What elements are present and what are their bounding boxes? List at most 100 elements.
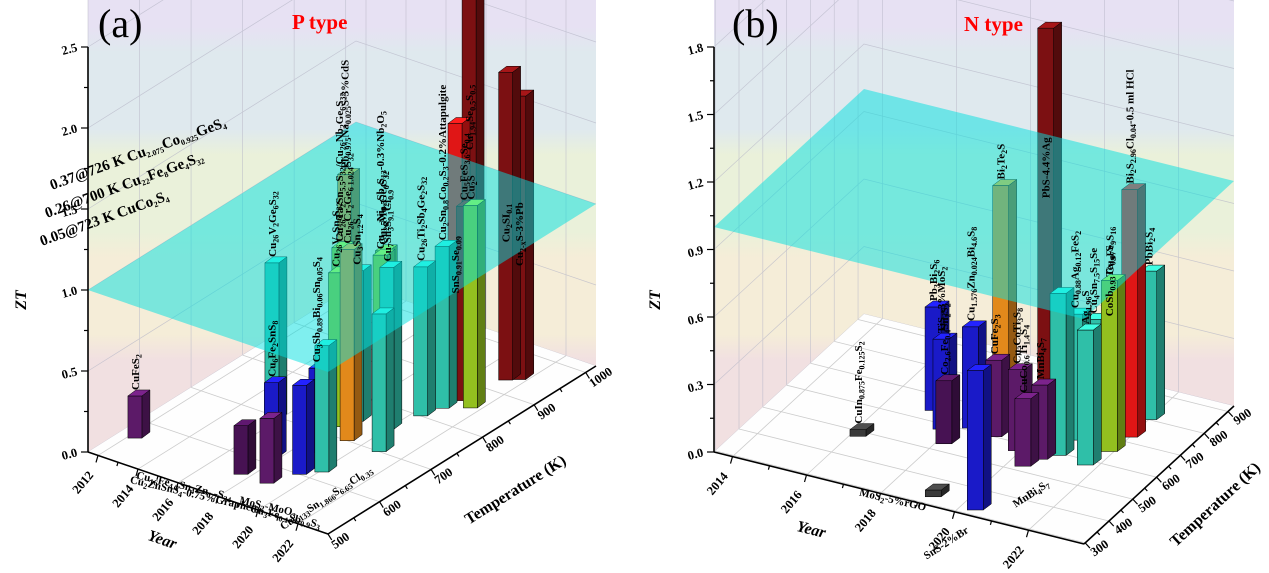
bar-label: Cu1.576Zn0.024Bi4.6S8 bbox=[965, 227, 979, 321]
svg-text:0.5: 0.5 bbox=[60, 364, 79, 382]
svg-text:2022: 2022 bbox=[270, 537, 297, 565]
bar-label: Cu6Fe2SnS8 bbox=[266, 321, 280, 377]
bar-label: Cu3Sb0.89Bi0.06Sn0.05S4 bbox=[311, 257, 325, 362]
svg-text:2012: 2012 bbox=[70, 468, 97, 496]
svg-text:1.5: 1.5 bbox=[686, 108, 705, 126]
bar-label: CoSb0.93Te0.07S bbox=[1104, 245, 1118, 316]
bar-label: Cu3Sn1.2S4 bbox=[351, 214, 365, 264]
bar-label: CuFeS2 bbox=[130, 354, 144, 390]
bar-label: Cu2CoTi3S8 bbox=[1011, 308, 1024, 364]
bar-label: Co2.6Fe0.4Sn2S2 bbox=[939, 303, 953, 374]
svg-text:600: 600 bbox=[380, 497, 403, 519]
svg-text:1.8: 1.8 bbox=[686, 40, 705, 58]
svg-text:2016: 2016 bbox=[150, 496, 177, 524]
svg-text:1.0: 1.0 bbox=[60, 283, 79, 301]
svg-text:Temperature (K): Temperature (K) bbox=[462, 452, 569, 528]
bar-label: Cu26Ta2Sn5.5S32/Cu26Nb2Ge6S32 bbox=[334, 93, 348, 242]
svg-text:0.6: 0.6 bbox=[686, 310, 705, 328]
svg-text:700: 700 bbox=[432, 465, 455, 487]
bar-label: Cu1.94Se0.5S0.5 bbox=[464, 85, 478, 150]
bar-label: CuFe2S3 bbox=[989, 314, 1003, 354]
bar-label: Bi2Te2S bbox=[996, 144, 1010, 180]
svg-text:600: 600 bbox=[1159, 471, 1182, 493]
svg-text:Year: Year bbox=[146, 527, 180, 553]
svg-text:2022: 2022 bbox=[1000, 543, 1027, 571]
svg-text:2018: 2018 bbox=[190, 509, 217, 537]
svg-text:300: 300 bbox=[1088, 537, 1111, 559]
ticks bbox=[81, 46, 590, 541]
svg-text:400: 400 bbox=[1112, 515, 1135, 537]
svg-text:0.3: 0.3 bbox=[686, 378, 705, 396]
svg-text:2014: 2014 bbox=[704, 469, 731, 498]
bar-label: PbS-4.4%Ag bbox=[1041, 137, 1053, 198]
svg-text:2018: 2018 bbox=[852, 506, 879, 534]
bar-label: Cu2-xS-3%Pb bbox=[514, 202, 528, 266]
svg-text:Temperature (K): Temperature (K) bbox=[1167, 459, 1264, 550]
svg-text:0.0: 0.0 bbox=[60, 445, 79, 463]
bar-label: Cu2S bbox=[465, 175, 479, 199]
bar-label: TiS2-3%MoS2 bbox=[936, 267, 950, 333]
bar-label: Cu26Cr2Ge6 1.024S32 bbox=[342, 153, 356, 243]
bar-label: CuIn0.875Fe0.125S2 bbox=[853, 341, 867, 423]
bar-label: MnBi4S7 bbox=[1035, 338, 1049, 379]
bar-label: Cu3Fe0.1Sb0.9S3 bbox=[249, 503, 322, 532]
bar-label: SnS0.91Se0.09 bbox=[450, 236, 464, 293]
bar-label: Cu26V2Ge6S32 bbox=[267, 191, 281, 257]
bar-label: Cu2SI0.1 bbox=[501, 204, 514, 242]
bar bbox=[1014, 392, 1040, 467]
svg-text:2.5: 2.5 bbox=[60, 40, 79, 58]
ticks bbox=[707, 46, 1234, 549]
bar bbox=[233, 419, 257, 475]
bar bbox=[849, 423, 875, 437]
svg-text:2.0: 2.0 bbox=[60, 121, 79, 139]
svg-text:ZT: ZT bbox=[13, 289, 30, 311]
plot-3d-n-type: 0.00.30.60.91.21.51.82014201620182020202… bbox=[647, 0, 1264, 571]
bar-label: Cu5FeS3.6Se0.4 bbox=[459, 133, 473, 200]
svg-text:500: 500 bbox=[329, 530, 352, 552]
panel-label-b: (b) bbox=[732, 1, 779, 46]
panel-label-a: (a) bbox=[98, 1, 143, 46]
bar bbox=[127, 389, 151, 439]
bar-label: Cu0.88Ag0.12FeS2 bbox=[1070, 231, 1084, 308]
bar bbox=[1076, 323, 1103, 466]
reference-plane bbox=[88, 122, 596, 372]
panel-n-type: 0.0 0.3 0.6 0.9 1.2 1.5 1.8 2014 2016 2018 2020 202… bbox=[634, 0, 1269, 573]
p-type-title: P type bbox=[292, 10, 348, 34]
bar-label: Pb3Bi2S6 bbox=[928, 260, 942, 301]
bar-label: Cu26Ti2Sb4Ge2S32 bbox=[416, 177, 430, 261]
svg-text:1.2: 1.2 bbox=[686, 175, 705, 193]
bar bbox=[924, 483, 950, 498]
bar bbox=[935, 374, 961, 445]
svg-text:500: 500 bbox=[1136, 493, 1159, 515]
svg-text:800: 800 bbox=[1207, 427, 1230, 449]
svg-text:800: 800 bbox=[483, 433, 506, 455]
bar bbox=[259, 411, 283, 484]
n-type-title: N type bbox=[964, 12, 1023, 36]
bar-label: Cu9Fe9S16 bbox=[1104, 227, 1118, 275]
bar-label: Bi2S2.96Cl0.04-0.5 ml HCl bbox=[1125, 69, 1139, 183]
bar-label: Cu26Mo2Ge6S32 bbox=[377, 171, 391, 245]
svg-text:2016: 2016 bbox=[778, 488, 805, 516]
svg-text:1.5: 1.5 bbox=[60, 202, 79, 220]
panel-p-type: 0.0 0.5 1.0 1.5 2.0 2.5 2012 2014 2016 2018 2020 20… bbox=[13, 0, 615, 565]
bar-label: Ag1.96S bbox=[1080, 290, 1094, 324]
svg-text:ZT: ZT bbox=[647, 289, 664, 311]
svg-text:700: 700 bbox=[1183, 449, 1206, 471]
svg-text:Year: Year bbox=[795, 518, 828, 542]
svg-text:2020: 2020 bbox=[230, 523, 257, 551]
bar-label: CuCo0.6Ti1.4S4 bbox=[1018, 325, 1032, 393]
bar-label: Cu7Sn3S9.1Cl0.9 bbox=[382, 190, 396, 261]
svg-text:900: 900 bbox=[1231, 405, 1254, 427]
bar bbox=[966, 364, 993, 511]
bar-label: Cu2Sn0.8Co0.2S3-0.2%Attapulgite bbox=[437, 85, 451, 241]
svg-text:900: 900 bbox=[535, 400, 558, 422]
bar-label: Cu4Sn7.5S15Se bbox=[1088, 248, 1102, 314]
bar bbox=[291, 378, 316, 475]
bar-label: Cu26V2Sn6S32 bbox=[330, 202, 344, 266]
svg-text:0.9: 0.9 bbox=[686, 243, 705, 261]
bar-label: PbBi2S4 bbox=[1144, 228, 1158, 265]
bar-label: Cu11.5Ni0.5Sb4S13-0.3%Nb2O5 bbox=[375, 111, 389, 249]
bar-label: Pb0.975Na0.025S-3%CdS bbox=[340, 60, 354, 169]
